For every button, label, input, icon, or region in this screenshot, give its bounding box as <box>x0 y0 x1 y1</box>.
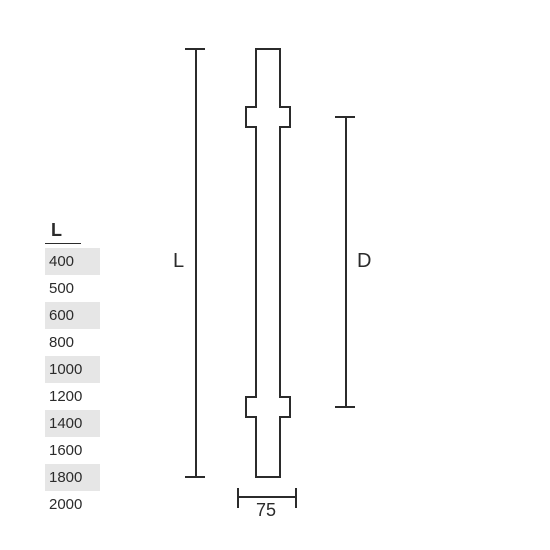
table-row: 2000 <box>45 491 100 518</box>
table-row: 500 <box>45 275 100 302</box>
handle-bar-middle <box>255 126 281 398</box>
table-row: 800 <box>45 329 100 356</box>
length-table-header: L <box>45 218 81 244</box>
table-row: 1200 <box>45 383 100 410</box>
dim-d-line <box>345 116 347 408</box>
dim-l-tick-bottom <box>185 476 205 478</box>
dim-w-line <box>237 496 297 498</box>
dim-l-line <box>195 48 197 478</box>
page: L 400 500 600 800 1000 1200 1400 1600 18… <box>0 0 550 550</box>
bracket-bottom <box>245 396 291 418</box>
dim-w-tick-right <box>295 488 297 508</box>
table-row: 1000 <box>45 356 100 383</box>
table-row: 400 <box>45 248 100 275</box>
length-table: L 400 500 600 800 1000 1200 1400 1600 18… <box>45 218 100 518</box>
table-row: 1600 <box>45 437 100 464</box>
dim-d-label: D <box>357 250 371 273</box>
dim-w-tick-left <box>237 488 239 508</box>
dim-w-label: 75 <box>253 500 279 521</box>
dim-l-label: L <box>173 250 184 273</box>
bracket-top <box>245 106 291 128</box>
dim-d-tick-bottom <box>335 406 355 408</box>
handle-diagram: L D 75 <box>175 40 495 530</box>
handle-bar-upper <box>255 48 281 108</box>
table-row: 1800 <box>45 464 100 491</box>
handle-bar-lower <box>255 416 281 478</box>
table-row: 1400 <box>45 410 100 437</box>
table-row: 600 <box>45 302 100 329</box>
